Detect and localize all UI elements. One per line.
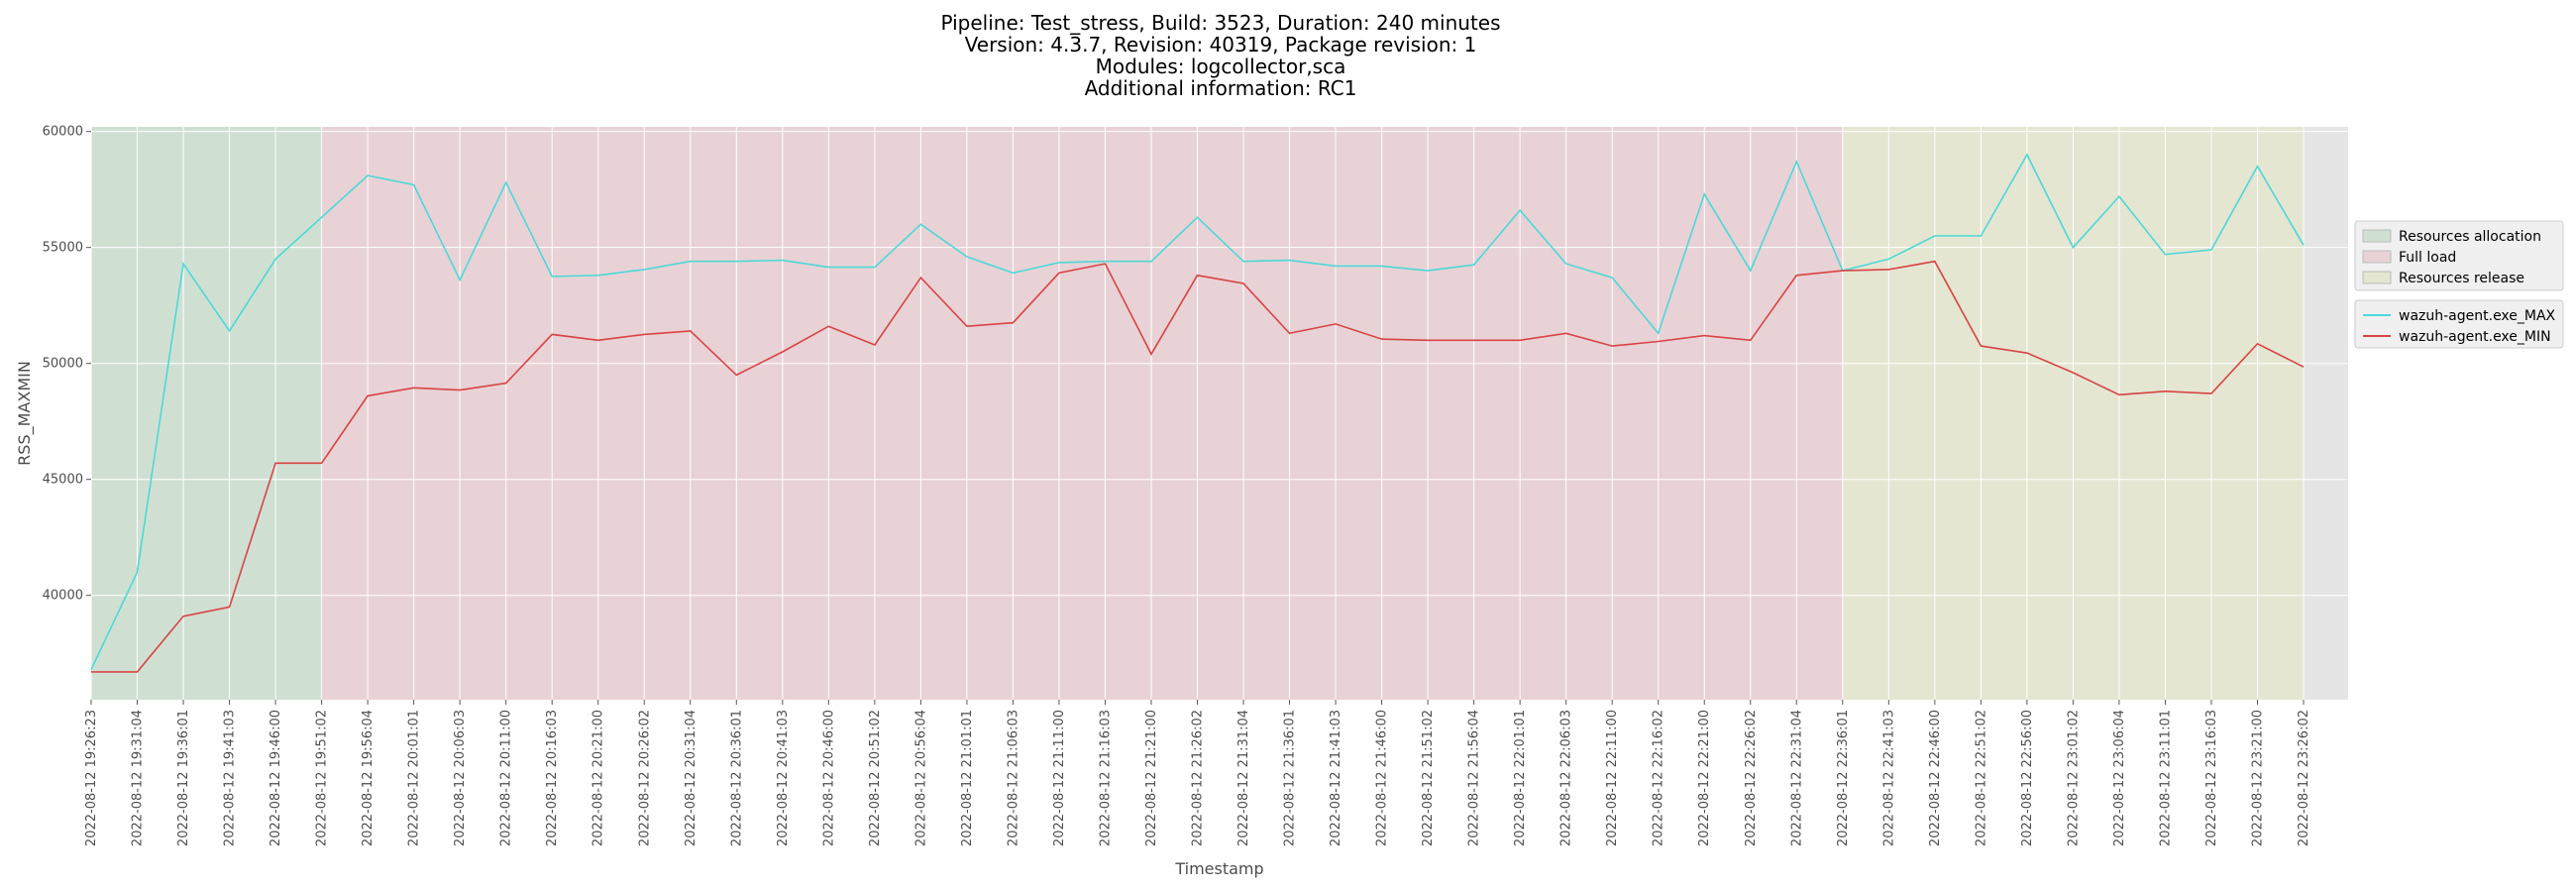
x-tick-label-46: 2022-08-12 23:11:01 xyxy=(2158,710,2173,846)
y-tick-label-5: 60000 xyxy=(43,125,83,140)
x-tick-label-29: 2022-08-12 21:46:00 xyxy=(1375,710,1390,846)
y-tick-label-2: 45000 xyxy=(43,473,83,488)
series-legend-label-2: wazuh-agent.exe_MIN xyxy=(2399,329,2551,345)
phase-legend-swatch-2 xyxy=(2362,250,2392,264)
x-tick-label-43: 2022-08-12 22:56:00 xyxy=(2020,710,2035,846)
phase-band-2 xyxy=(321,127,1843,700)
x-tick-label-1: 2022-08-12 19:26:23 xyxy=(84,710,99,846)
x-tick-label-11: 2022-08-12 20:16:03 xyxy=(545,710,560,846)
series-legend-label-1: wazuh-agent.exe_MAX xyxy=(2399,308,2556,324)
phase-legend-label-1: Resources allocation xyxy=(2399,229,2541,245)
title-line-4: Additional information: RC1 xyxy=(1085,76,1357,100)
x-tick-label-8: 2022-08-12 20:01:01 xyxy=(407,710,422,846)
x-tick-label-42: 2022-08-12 22:51:02 xyxy=(1974,710,1988,846)
x-tick-label-49: 2022-08-12 23:26:02 xyxy=(2297,710,2311,846)
y-tick-label-3: 50000 xyxy=(43,357,83,372)
x-tick-label-37: 2022-08-12 22:26:02 xyxy=(1744,710,1759,846)
x-tick-label-3: 2022-08-12 19:36:01 xyxy=(176,710,191,846)
y-tick-label-1: 40000 xyxy=(43,589,83,604)
x-tick-label-35: 2022-08-12 22:16:02 xyxy=(1652,710,1666,846)
x-tick-label-15: 2022-08-12 20:36:01 xyxy=(729,710,744,846)
x-tick-label-39: 2022-08-12 22:36:01 xyxy=(1836,710,1851,846)
phase-legend-swatch-1 xyxy=(2362,229,2392,243)
x-tick-label-44: 2022-08-12 23:01:02 xyxy=(2066,710,2081,846)
x-tick-label-4: 2022-08-12 19:41:03 xyxy=(223,710,238,846)
x-tick-label-45: 2022-08-12 23:06:04 xyxy=(2112,710,2127,846)
x-tick-label-5: 2022-08-12 19:46:00 xyxy=(268,710,283,846)
x-tick-label-30: 2022-08-12 21:51:02 xyxy=(1421,710,1436,846)
x-tick-label-41: 2022-08-12 22:46:00 xyxy=(1928,710,1943,846)
x-tick-label-25: 2022-08-12 21:26:02 xyxy=(1191,710,1206,846)
x-tick-label-40: 2022-08-12 22:41:03 xyxy=(1881,710,1896,846)
x-tick-label-24: 2022-08-12 21:21:00 xyxy=(1144,710,1159,846)
series-legend: wazuh-agent.exe_MAX wazuh-agent.exe_MIN xyxy=(2354,299,2564,349)
phase-legend: Resources allocation Full load Resources r… xyxy=(2354,220,2564,291)
x-tick-label-18: 2022-08-12 20:51:02 xyxy=(868,710,883,846)
x-tick-label-12: 2022-08-12 20:21:00 xyxy=(591,710,606,846)
x-tick-label-34: 2022-08-12 22:11:00 xyxy=(1605,710,1620,846)
x-tick-label-33: 2022-08-12 22:06:03 xyxy=(1559,710,1574,846)
x-tick-label-21: 2022-08-12 21:06:03 xyxy=(1006,710,1020,846)
x-tick-label-48: 2022-08-12 23:21:00 xyxy=(2251,710,2266,846)
x-tick-label-28: 2022-08-12 21:41:03 xyxy=(1329,710,1343,846)
x-tick-label-16: 2022-08-12 20:41:03 xyxy=(776,710,791,846)
y-axis-label: RSS_MAXMIN xyxy=(15,361,35,466)
chart-title: Pipeline: Test_stress, Build: 3523, Dura… xyxy=(940,11,1500,100)
phase-legend-label-2: Full load xyxy=(2399,250,2456,266)
x-tick-label-14: 2022-08-12 20:31:04 xyxy=(684,710,698,846)
x-tick-label-10: 2022-08-12 20:11:00 xyxy=(499,710,514,846)
phase-band-1 xyxy=(91,127,322,700)
x-tick-label-22: 2022-08-12 21:11:00 xyxy=(1052,710,1067,846)
x-tick-label-31: 2022-08-12 21:56:04 xyxy=(1467,710,1482,846)
x-tick-label-26: 2022-08-12 21:31:04 xyxy=(1236,710,1251,846)
x-tick-label-38: 2022-08-12 22:31:04 xyxy=(1789,710,1804,846)
x-tick-label-47: 2022-08-12 23:16:03 xyxy=(2204,710,2219,846)
x-tick-label-27: 2022-08-12 21:36:01 xyxy=(1283,710,1298,846)
title-line-2: Version: 4.3.7, Revision: 40319, Package… xyxy=(965,33,1477,56)
title-line-1: Pipeline: Test_stress, Build: 3523, Dura… xyxy=(940,11,1500,35)
x-tick-label-7: 2022-08-12 19:56:04 xyxy=(361,710,376,846)
y-tick-label-4: 55000 xyxy=(43,241,83,256)
series-line-2 xyxy=(91,260,2305,673)
phase-legend-swatch-3 xyxy=(2362,271,2392,284)
x-tick-label-19: 2022-08-12 20:56:04 xyxy=(913,710,928,846)
x-tick-label-2: 2022-08-12 19:31:04 xyxy=(131,710,146,846)
x-axis-label: Timestamp xyxy=(1174,859,1263,878)
x-tick-label-32: 2022-08-12 22:01:01 xyxy=(1513,710,1528,846)
x-tick-label-36: 2022-08-12 22:21:00 xyxy=(1697,710,1712,846)
x-tick-label-13: 2022-08-12 20:26:02 xyxy=(637,710,652,846)
title-line-3: Modules: logcollector,sca xyxy=(1096,55,1346,78)
x-tick-label-17: 2022-08-12 20:46:00 xyxy=(821,710,836,846)
series-line-1 xyxy=(90,153,2305,670)
phase-legend-label-3: Resources release xyxy=(2399,271,2524,286)
x-tick-label-23: 2022-08-12 21:16:03 xyxy=(1099,710,1114,846)
x-tick-label-9: 2022-08-12 20:06:03 xyxy=(453,710,468,846)
x-tick-label-6: 2022-08-12 19:51:02 xyxy=(315,710,330,846)
x-tick-label-20: 2022-08-12 21:01:01 xyxy=(960,710,975,846)
